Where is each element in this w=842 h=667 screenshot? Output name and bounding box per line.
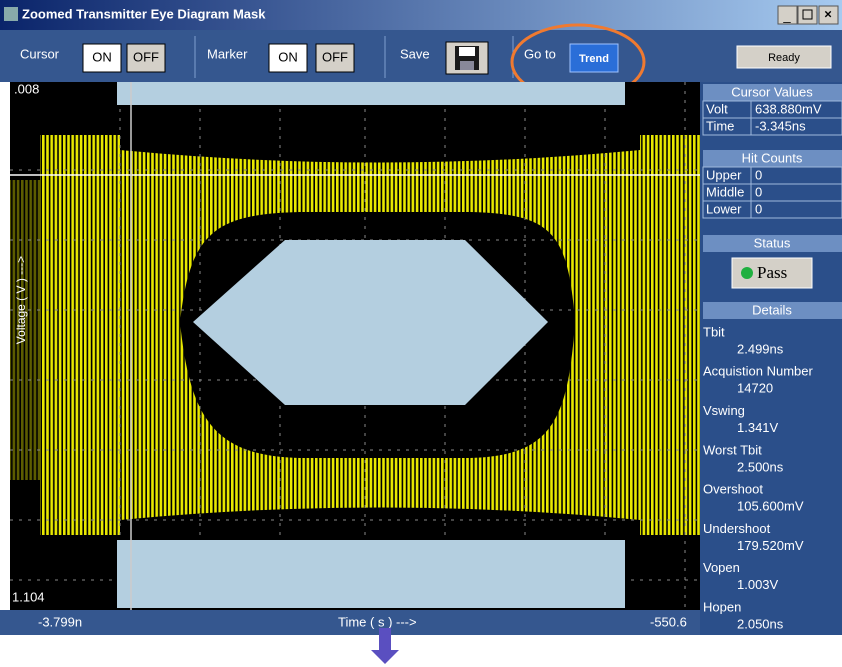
row-value: 0 [755, 167, 762, 182]
cursor-on-button[interactable] [82, 43, 122, 73]
marker-label: Marker [207, 46, 248, 61]
row-value: -3.345ns [755, 118, 806, 133]
eye-diagram [10, 82, 700, 610]
goto-label: Go to [524, 46, 556, 61]
section-title: Status [754, 235, 791, 250]
app-icon [4, 7, 18, 21]
row-value: 0 [755, 201, 762, 216]
marker-on-text[interactable]: ON [278, 49, 298, 64]
detail-label: Overshoot [703, 482, 763, 497]
section-header [703, 235, 842, 252]
table-cell [750, 117, 842, 136]
row-label: Time [706, 118, 734, 133]
svg-text:_: _ [782, 8, 791, 23]
detail-value: 2.499ns [737, 341, 784, 356]
section-title: Cursor Values [731, 84, 813, 99]
svg-text:×: × [824, 6, 832, 21]
row-value: 638.880mV [755, 101, 822, 116]
status-text: Ready [768, 52, 800, 64]
detail-label: Acquistion Number [703, 364, 813, 379]
trend-text[interactable]: Trend [579, 53, 609, 65]
detail-label: Worst Tbit [703, 442, 762, 457]
marker-off-button[interactable] [315, 43, 355, 73]
window-buttons[interactable]: _ × [777, 5, 839, 25]
down-arrow [371, 628, 399, 664]
detail-label: Hopen [703, 600, 741, 615]
detail-value: 105.600mV [737, 499, 804, 514]
x-right-label: -550.6 [650, 614, 687, 629]
row-label: Volt [706, 101, 728, 116]
save-label: Save [400, 46, 430, 61]
detail-value: 2.500ns [737, 459, 784, 474]
trend-button[interactable] [569, 43, 619, 73]
y-bottom-label: 1.104 [12, 589, 45, 604]
cursor-off-button[interactable] [126, 43, 166, 73]
cursor-off-text[interactable]: OFF [133, 49, 159, 64]
status-box [736, 45, 832, 69]
marker-off-text[interactable]: OFF [322, 49, 348, 64]
cursor-label: Cursor [20, 46, 60, 61]
section-header [703, 150, 842, 167]
detail-value: 1.003V [737, 577, 779, 592]
marker-on-button[interactable] [268, 43, 308, 73]
section-header [703, 302, 842, 319]
x-axis-bar [0, 610, 700, 635]
table-cell [750, 200, 842, 219]
detail-label: Vswing [703, 403, 745, 418]
row-label: Lower [706, 201, 742, 216]
row-label: Upper [706, 167, 742, 182]
cursor-on-text[interactable]: ON [92, 49, 112, 64]
x-axis-label: Time ( s ) ---> [338, 614, 417, 629]
y-axis-label: Voltage ( V ) ---> [14, 256, 28, 344]
title-bar [0, 0, 842, 30]
section-title: Hit Counts [742, 150, 803, 165]
side-panel [700, 82, 842, 635]
pass-indicator [741, 267, 753, 279]
detail-value: 2.050ns [737, 617, 784, 632]
save-button[interactable] [445, 41, 489, 75]
detail-value: 14720 [737, 381, 773, 396]
detail-label: Vopen [703, 560, 740, 575]
detail-value: 179.520mV [737, 538, 804, 553]
window-title: Zoomed Transmitter Eye Diagram Mask [22, 6, 266, 21]
row-label: Middle [706, 184, 744, 199]
section-title: Details [752, 302, 792, 317]
section-header [703, 84, 842, 101]
row-value: 0 [755, 184, 762, 199]
status-value: Pass [757, 263, 787, 282]
detail-label: Tbit [703, 324, 725, 339]
detail-value: 1.341V [737, 420, 779, 435]
detail-label: Undershoot [703, 521, 771, 536]
x-left-label: -3.799n [38, 614, 82, 629]
y-top-label: .008 [14, 81, 39, 96]
